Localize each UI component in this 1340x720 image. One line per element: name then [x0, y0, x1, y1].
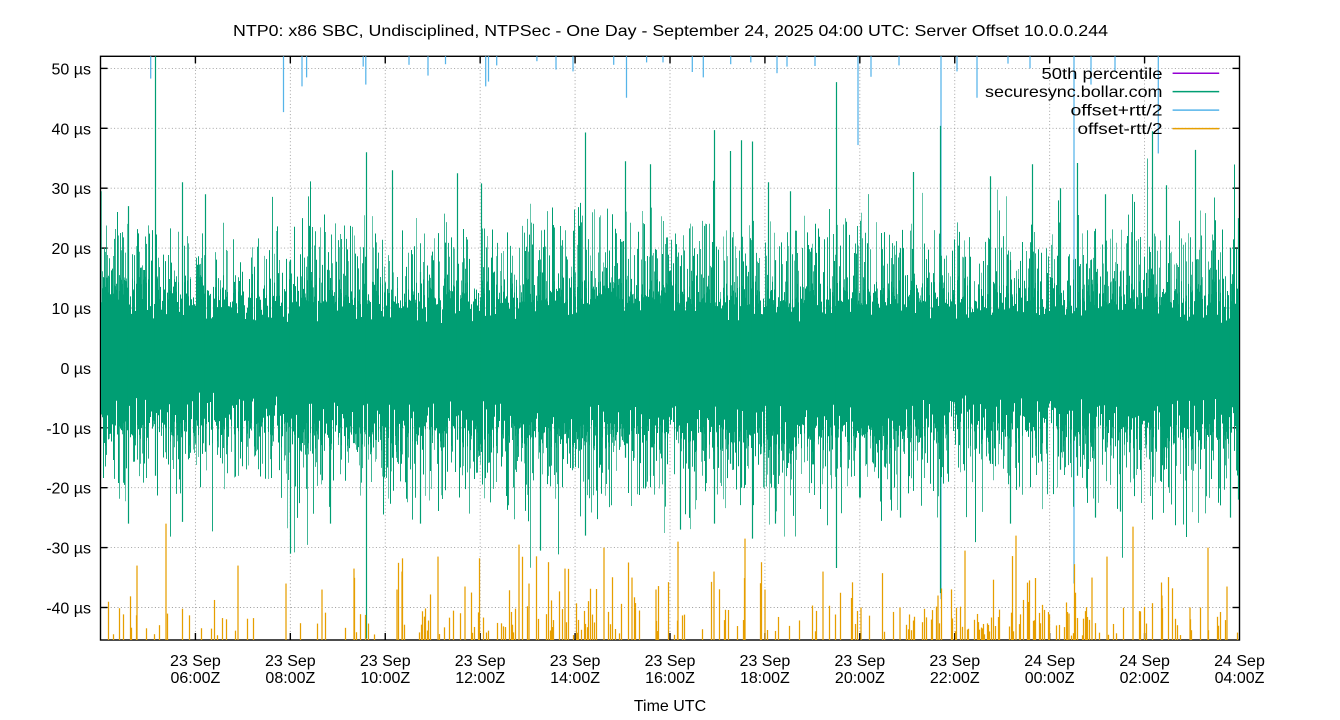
svg-text:23 Sep: 23 Sep	[265, 653, 316, 670]
svg-text:10:00Z: 10:00Z	[360, 670, 410, 687]
svg-text:14:00Z: 14:00Z	[550, 670, 600, 687]
svg-text:offset+rtt/2: offset+rtt/2	[1071, 103, 1163, 120]
svg-text:Time UTC: Time UTC	[634, 698, 706, 715]
svg-text:-40 µs: -40 µs	[46, 601, 91, 618]
svg-text:0 µs: 0 µs	[60, 361, 91, 378]
svg-text:12:00Z: 12:00Z	[455, 670, 505, 687]
svg-text:23 Sep: 23 Sep	[929, 653, 980, 670]
svg-text:08:00Z: 08:00Z	[265, 670, 315, 687]
svg-text:-30 µs: -30 µs	[46, 541, 91, 558]
svg-text:18:00Z: 18:00Z	[740, 670, 790, 687]
svg-text:23 Sep: 23 Sep	[834, 653, 885, 670]
svg-text:06:00Z: 06:00Z	[171, 670, 221, 687]
svg-text:23 Sep: 23 Sep	[170, 653, 221, 670]
svg-text:24 Sep: 24 Sep	[1214, 653, 1265, 670]
svg-text:24 Sep: 24 Sep	[1024, 653, 1075, 670]
svg-text:offset-rtt/2: offset-rtt/2	[1078, 121, 1163, 138]
svg-text:23 Sep: 23 Sep	[360, 653, 411, 670]
svg-text:02:00Z: 02:00Z	[1120, 670, 1170, 687]
svg-text:00:00Z: 00:00Z	[1025, 670, 1075, 687]
svg-text:16:00Z: 16:00Z	[645, 670, 695, 687]
svg-text:24 Sep: 24 Sep	[1119, 653, 1170, 670]
svg-text:-10 µs: -10 µs	[46, 421, 91, 438]
svg-text:10 µs: 10 µs	[52, 301, 91, 318]
svg-text:23 Sep: 23 Sep	[455, 653, 506, 670]
svg-text:23 Sep: 23 Sep	[740, 653, 791, 670]
svg-text:50th percentile: 50th percentile	[1042, 66, 1163, 83]
svg-text:NTP0: x86 SBC, Undisciplined,: NTP0: x86 SBC, Undisciplined, NTPSec - O…	[233, 23, 1108, 40]
svg-text:-20 µs: -20 µs	[46, 481, 91, 498]
svg-text:20:00Z: 20:00Z	[835, 670, 885, 687]
svg-text:23 Sep: 23 Sep	[550, 653, 601, 670]
svg-text:04:00Z: 04:00Z	[1215, 670, 1265, 687]
svg-text:securesync.bollar.com: securesync.bollar.com	[985, 84, 1163, 101]
svg-text:20 µs: 20 µs	[52, 241, 91, 258]
svg-text:50 µs: 50 µs	[52, 61, 91, 78]
svg-text:22:00Z: 22:00Z	[930, 670, 980, 687]
svg-text:30 µs: 30 µs	[52, 181, 91, 198]
svg-text:40 µs: 40 µs	[52, 121, 91, 138]
svg-text:23 Sep: 23 Sep	[645, 653, 696, 670]
